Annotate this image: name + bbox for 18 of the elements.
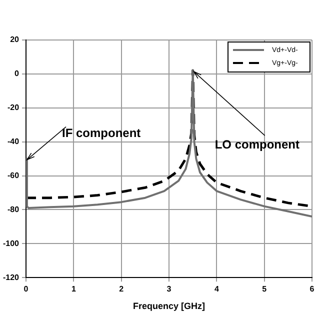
y-tick-label: -80 [7, 204, 20, 214]
x-tick-label: 3 [166, 284, 172, 294]
x-tick-label: 4 [214, 284, 220, 294]
x-tick-label: 5 [262, 284, 268, 294]
x-tick-label: 1 [71, 284, 76, 294]
x-tick-label: 0 [24, 284, 29, 294]
annotation: IF component [62, 126, 141, 140]
y-tick-label: -100 [2, 238, 20, 248]
x-tick-label: 6 [310, 284, 315, 294]
x-axis-title: Frequency [GHz] [133, 301, 206, 312]
y-tick-label: -20 [7, 103, 20, 112]
y-tick-label: -40 [7, 137, 20, 146]
y-tick-label: 0 [14, 69, 20, 78]
y-tick-label: -60 [7, 170, 20, 180]
y-tick-label: -120 [2, 272, 20, 282]
x-tick-label: 2 [119, 284, 124, 294]
annotation: LO component [214, 138, 300, 152]
y-tick-label: 20 [10, 35, 20, 44]
